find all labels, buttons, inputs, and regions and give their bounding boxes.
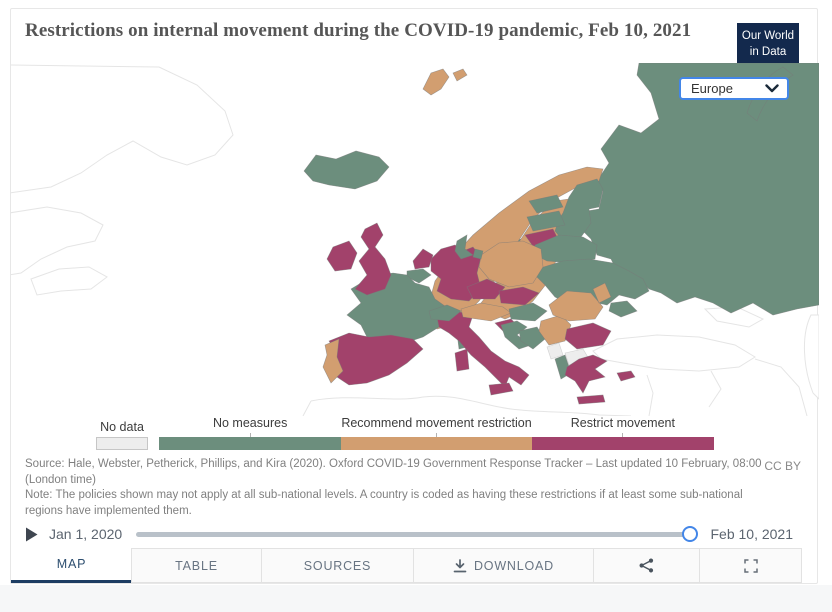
- map-country-shape[interactable]: [554, 178, 604, 242]
- map-outline-group: [11, 64, 819, 416]
- legend-category[interactable]: No measures: [159, 416, 342, 450]
- map-country-shape[interactable]: [454, 234, 474, 260]
- map-country-shape[interactable]: [428, 304, 462, 322]
- map-country-shape[interactable]: [564, 354, 608, 394]
- map-country-shape[interactable]: [616, 370, 636, 382]
- map-outline-shape: [11, 206, 104, 276]
- map-outline-shape: [708, 370, 722, 408]
- timeline-track[interactable]: [136, 532, 697, 537]
- map-country-shape[interactable]: [412, 248, 434, 270]
- play-button[interactable]: [25, 526, 39, 542]
- tab-bar: MAP TABLE SOURCES DOWNLOAD: [11, 548, 819, 583]
- share-icon: [639, 558, 654, 573]
- map-country-shape[interactable]: [508, 302, 548, 322]
- map-country-shape[interactable]: [564, 322, 612, 350]
- map-country-shape[interactable]: [326, 240, 358, 272]
- timeline-end-label: Feb 10, 2021: [710, 526, 793, 542]
- map-country-shape[interactable]: [576, 394, 606, 405]
- map-outline-shape: [754, 358, 808, 416]
- map-country-shape[interactable]: [422, 68, 450, 96]
- footnotes: Source: Hale, Webster, Petherick, Philli…: [25, 457, 767, 519]
- map-country-shape[interactable]: [518, 326, 546, 350]
- map-outline-shape: [592, 334, 756, 372]
- legend-category-label: Restrict movement: [570, 416, 675, 430]
- map-country-shape[interactable]: [454, 348, 470, 372]
- map-country-shape[interactable]: [592, 282, 612, 304]
- map-country-shape[interactable]: [548, 290, 604, 322]
- tab-download-label: DOWNLOAD: [473, 558, 554, 573]
- map-outline-shape: [30, 266, 108, 296]
- tab-table-label: TABLE: [175, 558, 218, 573]
- owid-logo-line2: in Data: [749, 46, 787, 59]
- map-country-shape[interactable]: [322, 338, 344, 384]
- tab-download[interactable]: DOWNLOAD: [413, 548, 594, 583]
- map-country-shape[interactable]: [354, 222, 392, 296]
- download-icon: [453, 558, 467, 572]
- play-icon: [26, 527, 38, 541]
- map-country-shape[interactable]: [498, 286, 540, 306]
- tab-fullscreen[interactable]: [699, 548, 802, 583]
- legend-category-label: Recommend movement restriction: [341, 416, 532, 430]
- map-country-shape[interactable]: [452, 68, 468, 82]
- legend-tick: [622, 433, 624, 437]
- legend-tick: [249, 433, 251, 437]
- map-country-shape[interactable]: [472, 248, 484, 260]
- timeline-start-label: Jan 1, 2020: [49, 526, 123, 542]
- map-outline-shape: [310, 395, 632, 416]
- legend-category[interactable]: Restrict movement: [531, 416, 715, 450]
- legend-no-data: No data: [96, 420, 148, 450]
- methodology-note: Note: The policies shown may not apply a…: [25, 489, 743, 517]
- map-countries-group: [303, 63, 819, 405]
- map-country-shape[interactable]: [436, 310, 530, 388]
- page-background-strip: [0, 585, 832, 612]
- timeline-handle[interactable]: [682, 526, 699, 542]
- tab-share[interactable]: [593, 548, 700, 583]
- region-dropdown[interactable]: Europe: [679, 77, 789, 100]
- map-country-shape[interactable]: [526, 210, 566, 232]
- legend-category-swatch[interactable]: [531, 437, 715, 450]
- map-country-shape[interactable]: [488, 382, 514, 396]
- map-country-shape[interactable]: [328, 332, 424, 386]
- map-legend: No data No measures Recommend movement r…: [96, 416, 715, 450]
- legend-category-label: No measures: [212, 416, 288, 430]
- legend-tick: [436, 433, 437, 437]
- owid-logo-line1: Our World: [741, 30, 795, 42]
- legend-category-swatch[interactable]: [159, 437, 342, 450]
- tab-sources-label: SOURCES: [303, 558, 372, 573]
- owid-logo[interactable]: Our World in Data: [737, 23, 799, 67]
- chevron-down-icon: [765, 84, 779, 93]
- map-outline-shape: [804, 314, 819, 400]
- fullscreen-icon: [743, 558, 758, 573]
- tab-table[interactable]: TABLE: [131, 548, 262, 583]
- chart-frame: Restrictions on internal movement during…: [10, 8, 819, 584]
- tab-sources[interactable]: SOURCES: [261, 548, 414, 583]
- map-country-shape[interactable]: [478, 240, 544, 288]
- tab-map-label: MAP: [56, 557, 87, 571]
- timeline: Jan 1, 2020 Feb 10, 2021: [25, 519, 793, 549]
- tab-bar-filler: [802, 548, 814, 583]
- map-outline-shape: [646, 374, 654, 416]
- map-country-shape[interactable]: [576, 63, 819, 316]
- legend-no-data-label: No data: [100, 420, 144, 434]
- source-note: Source: Hale, Webster, Petherick, Philli…: [25, 458, 762, 486]
- chart-title: Restrictions on internal movement during…: [25, 20, 692, 41]
- tab-map[interactable]: MAP: [11, 548, 132, 583]
- region-dropdown-value: Europe: [691, 81, 733, 96]
- map-outline-shape: [11, 64, 234, 194]
- map-outline-shape: [302, 400, 312, 416]
- map-country-shape[interactable]: [528, 194, 564, 214]
- legend-category[interactable]: Recommend movement restriction: [341, 416, 532, 450]
- license-badge[interactable]: CC BY: [764, 459, 801, 473]
- choropleth-map[interactable]: [11, 63, 819, 416]
- legend-no-data-swatch[interactable]: [96, 437, 148, 450]
- map-country-shape[interactable]: [303, 150, 390, 190]
- legend-category-swatch[interactable]: [341, 437, 532, 450]
- map-country-shape[interactable]: [546, 342, 564, 360]
- map-country-shape[interactable]: [608, 300, 638, 318]
- timeline-slider[interactable]: [136, 526, 699, 542]
- legend-categories: No measures Recommend movement restricti…: [159, 416, 715, 450]
